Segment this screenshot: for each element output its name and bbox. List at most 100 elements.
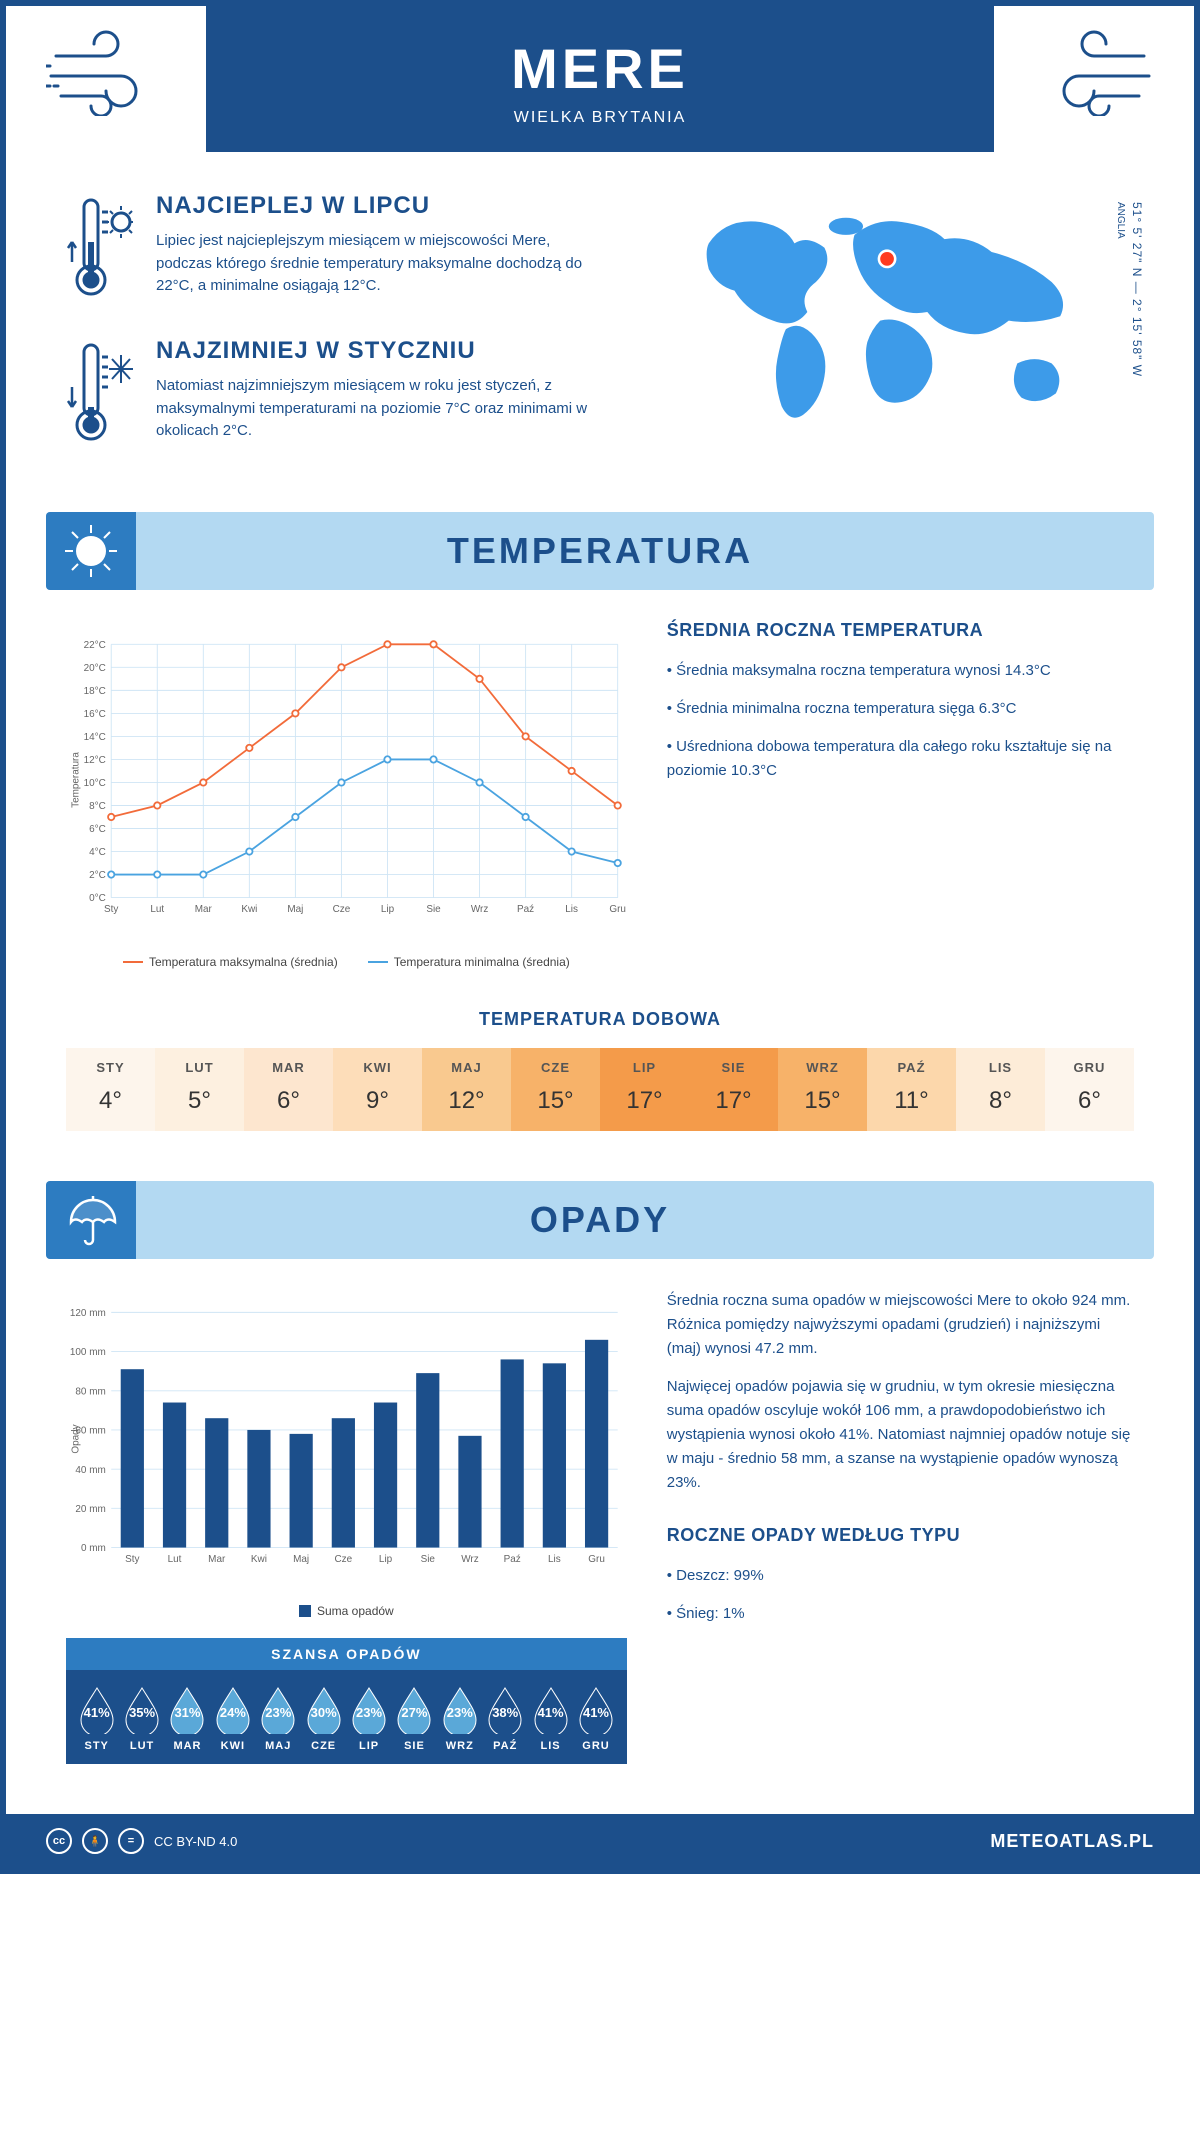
daily-cell: KWI9°: [333, 1048, 422, 1131]
svg-text:2°C: 2°C: [89, 870, 106, 881]
temp-side-title: ŚREDNIA ROCZNA TEMPERATURA: [667, 620, 1134, 641]
daily-cell: GRU6°: [1045, 1048, 1134, 1131]
precip-type-title: ROCZNE OPADY WEDŁUG TYPU: [667, 1525, 1134, 1546]
section-header-temperature: TEMPERATURA: [46, 512, 1154, 590]
svg-text:18°C: 18°C: [84, 686, 106, 697]
chance-drop: 23%WRZ: [437, 1684, 482, 1752]
svg-text:Sty: Sty: [104, 904, 118, 915]
chance-panel: SZANSA OPADÓW 41%STY35%LUT31%MAR24%KWI23…: [66, 1638, 627, 1764]
daily-cell: SIE17°: [689, 1048, 778, 1131]
svg-text:120 mm: 120 mm: [70, 1308, 106, 1319]
daily-temp-title: TEMPERATURA DOBOWA: [6, 1009, 1194, 1030]
svg-text:Temperatura: Temperatura: [71, 752, 82, 808]
legend-precip: Suma opadów: [317, 1604, 394, 1618]
daily-cell: LIS8°: [956, 1048, 1045, 1131]
svg-text:6°C: 6°C: [89, 824, 106, 835]
svg-text:22°C: 22°C: [84, 640, 106, 651]
svg-text:16°C: 16°C: [84, 709, 106, 720]
daily-cell: CZE15°: [511, 1048, 600, 1131]
cc-icon: cc: [46, 1828, 72, 1854]
precip-p1: Średnia roczna suma opadów w miejscowośc…: [667, 1289, 1134, 1361]
legend-max: Temperatura maksymalna (średnia): [149, 955, 338, 969]
chance-drop: 27%SIE: [392, 1684, 437, 1752]
chance-drop: 23%MAJ: [256, 1684, 301, 1752]
license-text: CC BY-ND 4.0: [154, 1834, 237, 1849]
country-name: WIELKA BRYTANIA: [226, 109, 974, 127]
precip-legend: Suma opadów: [66, 1604, 627, 1618]
temp-legend: Temperatura maksymalna (średnia) Tempera…: [66, 955, 627, 969]
svg-text:Lis: Lis: [548, 1554, 561, 1565]
daily-cell: MAR6°: [244, 1048, 333, 1131]
wind-icon: [1044, 26, 1154, 121]
temp-side-item: Średnia maksymalna roczna temperatura wy…: [667, 659, 1134, 683]
fact-cold-title: NAJZIMNIEJ W STYCZNIU: [156, 337, 604, 365]
svg-text:10°C: 10°C: [84, 778, 106, 789]
sun-icon: [46, 512, 136, 590]
svg-text:Sie: Sie: [426, 904, 441, 915]
svg-text:100 mm: 100 mm: [70, 1347, 106, 1358]
daily-cell: LUT5°: [155, 1048, 244, 1131]
daily-cell: STY4°: [66, 1048, 155, 1131]
fact-warmest: NAJCIEPLEJ W LIPCU Lipiec jest najcieple…: [66, 192, 604, 307]
section-header-precip: OPADY: [46, 1181, 1154, 1259]
temp-side-list: Średnia maksymalna roczna temperatura wy…: [667, 659, 1134, 783]
svg-text:Paź: Paź: [504, 1554, 521, 1565]
precip-type-item: Śnieg: 1%: [667, 1602, 1134, 1626]
chance-drop: 24%KWI: [210, 1684, 255, 1752]
umbrella-icon: [46, 1181, 136, 1259]
section-title-temp: TEMPERATURA: [64, 530, 1136, 572]
brand-name: METEOATLAS.PL: [990, 1831, 1154, 1852]
precip-type-item: Deszcz: 99%: [667, 1564, 1134, 1588]
daily-cell: WRZ15°: [778, 1048, 867, 1131]
svg-text:40 mm: 40 mm: [75, 1465, 105, 1476]
svg-text:4°C: 4°C: [89, 847, 106, 858]
location-marker: [881, 252, 895, 266]
coordinates: 51° 5' 27" N — 2° 15' 58" W: [1130, 202, 1144, 377]
daily-cell: PAŹ11°: [867, 1048, 956, 1131]
daily-cell: MAJ12°: [422, 1048, 511, 1131]
thermometer-hot-icon: [66, 192, 136, 307]
chance-drop: 41%GRU: [573, 1684, 618, 1752]
svg-text:Mar: Mar: [208, 1554, 226, 1565]
page-header: MERE WIELKA BRYTANIA: [206, 6, 994, 152]
legend-min: Temperatura minimalna (średnia): [394, 955, 570, 969]
svg-text:Kwi: Kwi: [251, 1554, 267, 1565]
chance-drop: 35%LUT: [119, 1684, 164, 1752]
svg-text:20°C: 20°C: [84, 663, 106, 674]
svg-text:Wrz: Wrz: [471, 904, 489, 915]
chance-drop: 31%MAR: [165, 1684, 210, 1752]
svg-text:Gru: Gru: [609, 904, 626, 915]
svg-text:0 mm: 0 mm: [81, 1543, 106, 1554]
region-label: ANGLIA: [1115, 202, 1126, 239]
chance-drop: 41%LIS: [528, 1684, 573, 1752]
chance-drop: 23%LIP: [346, 1684, 391, 1752]
chance-drop: 30%CZE: [301, 1684, 346, 1752]
chance-title: SZANSA OPADÓW: [66, 1638, 627, 1670]
svg-text:Lip: Lip: [381, 904, 395, 915]
section-title-precip: OPADY: [64, 1199, 1136, 1241]
svg-text:Paź: Paź: [517, 904, 534, 915]
temperature-line-chart: 0°C2°C4°C6°C8°C10°C12°C14°C16°C18°C20°C2…: [66, 620, 627, 940]
precip-p2: Najwięcej opadów pojawia się w grudniu, …: [667, 1375, 1134, 1495]
by-icon: 🧍: [82, 1828, 108, 1854]
svg-text:14°C: 14°C: [84, 732, 106, 743]
fact-hot-text: Lipiec jest najcieplejszym miesiącem w m…: [156, 230, 604, 298]
svg-text:0°C: 0°C: [89, 893, 106, 904]
svg-text:Maj: Maj: [293, 1554, 309, 1565]
wind-icon: [46, 26, 156, 121]
world-map: [644, 192, 1134, 432]
svg-text:Sty: Sty: [125, 1554, 139, 1565]
svg-text:8°C: 8°C: [89, 801, 106, 812]
svg-text:Maj: Maj: [287, 904, 303, 915]
svg-text:20 mm: 20 mm: [75, 1504, 105, 1515]
fact-cold-text: Natomiast najzimniejszym miesiącem w rok…: [156, 375, 604, 443]
fact-hot-title: NAJCIEPLEJ W LIPCU: [156, 192, 604, 220]
thermometer-cold-icon: [66, 337, 136, 452]
temp-side-item: Średnia minimalna roczna temperatura się…: [667, 697, 1134, 721]
svg-text:Kwi: Kwi: [241, 904, 257, 915]
svg-text:Mar: Mar: [195, 904, 213, 915]
svg-text:80 mm: 80 mm: [75, 1386, 105, 1397]
page-footer: cc 🧍 = CC BY-ND 4.0 METEOATLAS.PL: [6, 1814, 1194, 1868]
fact-coldest: NAJZIMNIEJ W STYCZNIU Natomiast najzimni…: [66, 337, 604, 452]
svg-text:Cze: Cze: [335, 1554, 353, 1565]
